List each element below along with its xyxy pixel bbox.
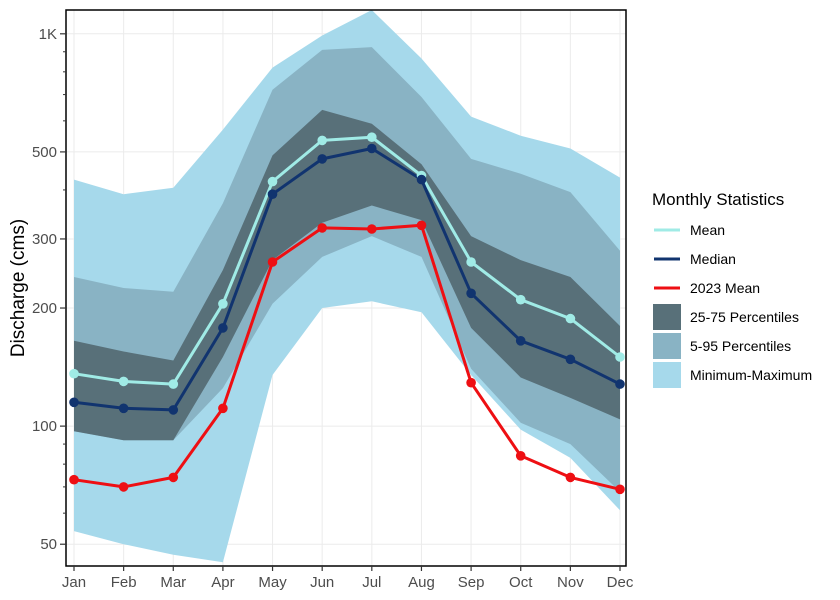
- legend-key-5-95-percentiles: [653, 333, 681, 359]
- point-median-mar: [168, 405, 179, 415]
- legend-label-25-75-percentiles: 25-75 Percentiles: [690, 309, 799, 325]
- series-lines: [73, 135, 621, 491]
- point-2023-mean-jul: [367, 224, 377, 234]
- point-2023-mean-oct: [515, 451, 526, 461]
- x-tick-label-jun: Jun: [310, 574, 334, 591]
- legend-label-median: Median: [690, 251, 736, 267]
- series-line-median: [73, 147, 621, 412]
- series-line-mean: [73, 135, 621, 386]
- x-tick-label-jan: Jan: [62, 574, 86, 591]
- point-median-may: [267, 189, 278, 199]
- point-mean-jan: [69, 368, 79, 379]
- point-mean-jul: [367, 132, 377, 142]
- point-median-sep: [466, 288, 476, 299]
- band-5-95-percentiles: [74, 47, 620, 492]
- x-tick-label-apr: Apr: [211, 574, 234, 591]
- point-2023-mean-aug: [416, 220, 427, 231]
- x-tick-label-nov: Nov: [557, 574, 584, 591]
- point-mean-oct: [515, 294, 526, 305]
- point-2023-mean-feb: [118, 482, 129, 492]
- x-tick-label-aug: Aug: [408, 574, 435, 591]
- point-mean-nov: [565, 313, 576, 324]
- y-tick-label-50: 50: [40, 536, 57, 553]
- legend-label-mean: Mean: [690, 222, 725, 238]
- point-median-oct: [515, 336, 526, 346]
- point-median-feb: [118, 403, 129, 414]
- point-mean-may: [267, 176, 278, 187]
- point-2023-mean-apr: [218, 403, 228, 414]
- point-2023-mean-may: [267, 257, 278, 267]
- point-2023-mean-jan: [69, 474, 79, 485]
- x-axis: Jan Feb Mar Apr May Jun Jul Aug Sep Oct Nov Dec: [62, 566, 634, 591]
- point-2023-mean-jun: [317, 223, 328, 233]
- point-mean-dec: [615, 352, 625, 362]
- series-line-2023-mean: [73, 223, 621, 491]
- legend-title: Monthly Statistics: [652, 190, 784, 209]
- point-2023-mean-nov: [565, 472, 576, 483]
- point-2023-mean-mar: [168, 472, 179, 483]
- point-median-jan: [69, 397, 79, 408]
- point-2023-mean-sep: [466, 377, 476, 388]
- x-tick-label-mar: Mar: [160, 574, 186, 591]
- point-mean-feb: [118, 376, 129, 387]
- x-tick-label-sep: Sep: [458, 574, 485, 591]
- y-axis-title: Discharge (cms): [8, 219, 29, 357]
- point-median-jul: [367, 143, 377, 154]
- plot-panel-border: [65, 9, 627, 567]
- point-mean-mar: [168, 379, 179, 389]
- point-2023-mean-dec: [615, 484, 625, 495]
- y-tick-label-100: 100: [32, 418, 57, 435]
- y-tick-label-1000: 1K: [39, 26, 57, 43]
- y-tick-label-300: 300: [32, 231, 57, 248]
- point-median-jun: [317, 154, 328, 164]
- legend: Monthly Statistics Mean Median 2023 Mean 25-…: [652, 190, 812, 388]
- legend-label-minimum-maximum: Minimum-Maximum: [690, 367, 812, 383]
- point-median-dec: [615, 379, 625, 389]
- point-mean-jun: [317, 135, 328, 146]
- x-tick-label-may: May: [258, 574, 287, 591]
- y-tick-label-200: 200: [32, 300, 57, 317]
- point-median-aug: [416, 174, 427, 185]
- band-25-75-percentiles: [74, 109, 620, 441]
- point-mean-sep: [466, 257, 476, 267]
- legend-label-5-95-percentiles: 5-95 Percentiles: [690, 338, 791, 354]
- y-tick-label-500: 500: [32, 144, 57, 161]
- x-tick-label-jul: Jul: [362, 574, 381, 591]
- x-tick-label-dec: Dec: [607, 574, 634, 591]
- x-tick-label-oct: Oct: [509, 574, 533, 591]
- point-median-apr: [218, 323, 228, 333]
- legend-key-25-75-percentiles: [653, 304, 681, 330]
- legend-label-2023-mean: 2023 Mean: [690, 280, 760, 296]
- series-points: [69, 132, 625, 495]
- point-median-nov: [565, 354, 576, 365]
- legend-key-minimum-maximum: [653, 362, 681, 388]
- point-mean-apr: [218, 299, 228, 309]
- x-tick-label-feb: Feb: [111, 574, 137, 591]
- y-axis: 50 100 200 300 500 1K: [32, 26, 66, 553]
